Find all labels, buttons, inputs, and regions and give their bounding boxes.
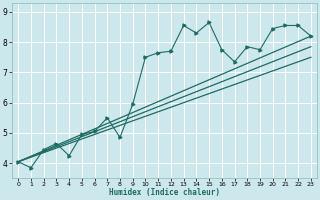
X-axis label: Humidex (Indice chaleur): Humidex (Indice chaleur)	[109, 188, 220, 197]
